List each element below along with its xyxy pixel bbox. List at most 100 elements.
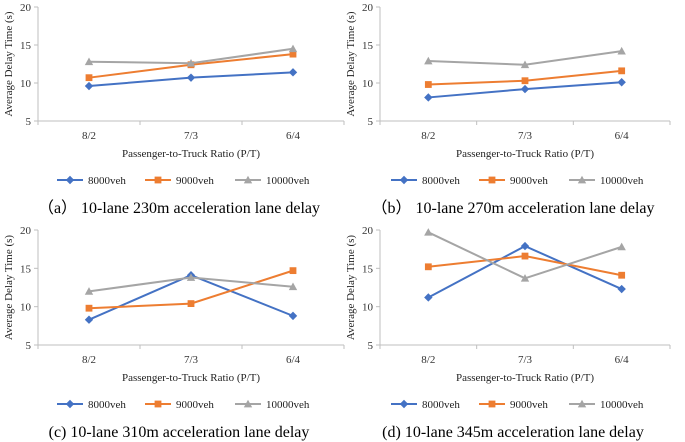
data-point-10000veh-6/4 — [288, 44, 298, 53]
legend-item-10000veh: 10000veh — [569, 175, 644, 187]
data-point-9000veh-8/2 — [85, 304, 93, 312]
chart-panel-1: 5 10 15 20 8/2 7/3 6/4 Passenger-to-Truck Ratio… — [3, 2, 345, 217]
legend: 8000veh 9000veh 10000veh — [57, 399, 310, 411]
data-point-8000veh-7/3 — [186, 73, 196, 82]
legend-label: 9000veh — [176, 399, 214, 411]
legend-item-9000veh: 9000veh — [145, 399, 214, 411]
y-tick-label: 10 — [362, 78, 374, 90]
data-point-10000veh-7/3 — [186, 59, 196, 67]
legend-item-8000veh: 8000veh — [57, 175, 126, 187]
legend-label: 9000veh — [176, 175, 214, 187]
legend-item-8000veh: 8000veh — [391, 175, 460, 187]
chart-panel-4: 5 10 15 20 8/2 7/3 6/4 Passenger-to-Truck Ratio… — [345, 225, 671, 441]
x-tick-label: 7/3 — [184, 130, 199, 142]
data-point-9000veh-8/2 — [85, 74, 93, 82]
legend-swatch-marker — [488, 176, 496, 184]
data-point-10000veh-6/4 — [617, 242, 626, 251]
chart-caption: （b） 10-lane 270m acceleration lane delay — [372, 199, 655, 217]
y-tick-label: 15 — [362, 263, 374, 275]
legend-label: 9000veh — [510, 399, 548, 411]
legend-swatch-marker — [65, 399, 75, 409]
x-tick-label: 6/4 — [286, 130, 301, 142]
data-point-10000veh-8/2 — [84, 287, 94, 295]
legend-item-9000veh: 9000veh — [479, 175, 548, 187]
x-tick-label: 6/4 — [615, 354, 630, 366]
y-tick-label: 20 — [20, 2, 32, 14]
data-point-10000veh-7/3 — [186, 273, 196, 281]
y-tick-label: 10 — [20, 78, 32, 90]
legend-label: 8000veh — [88, 399, 126, 411]
data-point-9000veh-6/4 — [289, 50, 297, 58]
data-point-8000veh-6/4 — [288, 68, 298, 77]
data-point-10000veh-7/3 — [520, 60, 530, 69]
legend-item-8000veh: 8000veh — [391, 399, 460, 411]
legend-label: 10000veh — [600, 175, 644, 187]
data-point-9000veh-6/4 — [618, 271, 626, 279]
data-point-9000veh-7/3 — [521, 252, 529, 260]
y-tick-label: 20 — [362, 225, 374, 237]
y-tick-label: 5 — [26, 340, 32, 352]
x-axis-title: Passenger-to-Truck Ratio (P/T) — [456, 372, 594, 384]
legend-item-10000veh: 10000veh — [235, 399, 310, 411]
data-point-8000veh-8/2 — [424, 293, 433, 302]
x-tick-label: 6/4 — [615, 130, 630, 142]
data-point-9000veh-7/3 — [521, 77, 529, 85]
x-tick-label: 8/2 — [82, 130, 96, 142]
legend-item-9000veh: 9000veh — [479, 399, 548, 411]
y-tick-label: 10 — [362, 302, 374, 314]
x-tick-label: 8/2 — [421, 354, 435, 366]
y-tick-label: 5 — [26, 116, 32, 128]
data-point-8000veh-8/2 — [84, 81, 94, 91]
legend: 8000veh 9000veh 10000veh — [391, 399, 644, 411]
chart-caption: （a） 10-lane 230m acceleration lane delay — [38, 199, 320, 217]
legend-label: 10000veh — [266, 399, 310, 411]
chart-panel-2: 5 10 15 20 8/2 7/3 6/4 Passenger-to-Truck Ratio… — [345, 2, 671, 217]
y-axis-title: Average Delay Time (s) — [3, 11, 15, 117]
data-point-10000veh-7/3 — [520, 274, 530, 282]
legend-swatch-marker — [65, 175, 75, 185]
chart-panel-3: 5 10 15 20 8/2 7/3 6/4 Passenger-to-Truck Ratio… — [3, 225, 345, 441]
chart-caption: (d) 10-lane 345m acceleration lane delay — [382, 424, 644, 441]
y-axis-title: Average Delay Time (s) — [345, 11, 357, 117]
y-axis-title: Average Delay Time (s) — [3, 235, 15, 341]
data-point-8000veh-7/3 — [520, 84, 530, 94]
legend-label: 10000veh — [266, 175, 310, 187]
legend-swatch-marker — [488, 400, 496, 408]
data-point-10000veh-6/4 — [288, 282, 298, 291]
legend-item-9000veh: 9000veh — [145, 175, 214, 187]
data-point-10000veh-8/2 — [424, 56, 433, 65]
y-tick-label: 5 — [368, 116, 374, 128]
legend-label: 8000veh — [88, 175, 126, 187]
x-tick-label: 7/3 — [184, 354, 199, 366]
legend-swatch-marker — [154, 176, 162, 184]
y-tick-label: 15 — [20, 40, 32, 52]
x-tick-label: 8/2 — [82, 354, 96, 366]
legend-swatch-marker — [243, 175, 253, 184]
chart-caption: (c) 10-lane 310m acceleration lane delay — [49, 424, 310, 441]
data-point-10000veh-6/4 — [617, 46, 626, 55]
data-point-8000veh-6/4 — [617, 78, 626, 87]
legend-item-8000veh: 8000veh — [57, 399, 126, 411]
data-point-8000veh-8/2 — [84, 315, 94, 324]
legend-swatch-marker — [399, 175, 409, 185]
x-tick-label: 8/2 — [421, 130, 435, 142]
x-tick-label: 7/3 — [518, 130, 533, 142]
legend-swatch-marker — [577, 175, 587, 184]
legend-swatch-marker — [577, 399, 587, 408]
x-tick-label: 6/4 — [286, 354, 301, 366]
data-point-9000veh-6/4 — [289, 267, 297, 275]
y-tick-label: 10 — [20, 302, 32, 314]
legend-item-10000veh: 10000veh — [569, 399, 644, 411]
legend-swatch-marker — [399, 399, 409, 409]
legend-label: 10000veh — [600, 399, 644, 411]
legend-label: 9000veh — [510, 175, 548, 187]
legend-item-10000veh: 10000veh — [235, 175, 310, 187]
series-line-8000veh — [88, 274, 294, 321]
data-point-10000veh-8/2 — [424, 228, 433, 236]
x-axis-title: Passenger-to-Truck Ratio (P/T) — [122, 148, 260, 160]
y-axis-title: Average Delay Time (s) — [345, 235, 357, 341]
y-tick-label: 5 — [368, 340, 374, 352]
legend: 8000veh 9000veh 10000veh — [57, 175, 310, 187]
y-tick-label: 15 — [20, 263, 32, 275]
